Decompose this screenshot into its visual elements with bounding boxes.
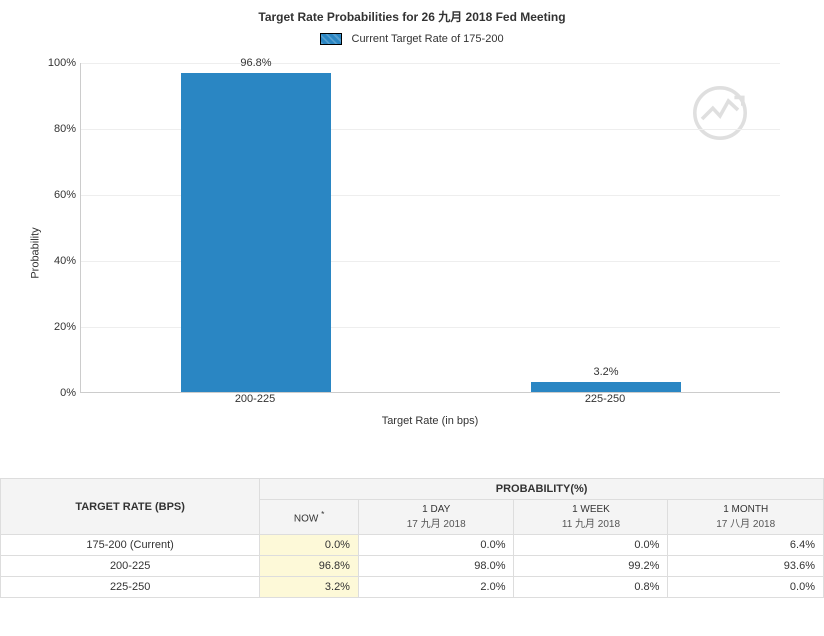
table-cell: 0.0% <box>514 535 668 556</box>
chart-plot: 0%20%40%60%80%100%96.8%3.2% <box>80 63 780 393</box>
chart-title: Target Rate Probabilities for 26 九月 2018… <box>0 0 824 29</box>
y-tick-label: 40% <box>36 255 76 267</box>
chart-area: Probability 0%20%40%60%80%100%96.8%3.2% … <box>0 53 824 453</box>
y-tick-label: 20% <box>36 321 76 333</box>
table-prob-header: PROBABILITY(%) <box>260 479 824 500</box>
table-column-header: NOW * <box>260 500 359 535</box>
table-cell: 0.0% <box>668 577 824 598</box>
table-cell: 98.0% <box>358 556 514 577</box>
legend-label: Current Target Rate of 175-200 <box>352 33 504 45</box>
x-tick-label: 225-250 <box>555 393 655 405</box>
x-axis-title: Target Rate (in bps) <box>80 415 780 427</box>
y-tick-label: 60% <box>36 189 76 201</box>
table-column-header: 1 WEEK11 九月 2018 <box>514 500 668 535</box>
table-row: 200-22596.8%98.0%99.2%93.6% <box>1 556 824 577</box>
y-tick-label: 0% <box>36 387 76 399</box>
y-tick-label: 100% <box>36 57 76 69</box>
table-row-label: 225-250 <box>1 577 260 598</box>
chart-bar: 3.2% <box>531 382 681 393</box>
table-cell: 3.2% <box>260 577 359 598</box>
chart-legend: Current Target Rate of 175-200 <box>0 29 824 53</box>
table-cell: 96.8% <box>260 556 359 577</box>
table-row-header: TARGET RATE (BPS) <box>1 479 260 535</box>
y-axis-title: Probability <box>30 227 42 278</box>
table-cell: 2.0% <box>358 577 514 598</box>
bar-value-label: 96.8% <box>181 57 331 69</box>
probability-table: TARGET RATE (BPS) PROBABILITY(%) NOW *1 … <box>0 478 824 598</box>
table-column-header: 1 MONTH17 八月 2018 <box>668 500 824 535</box>
table-cell: 0.8% <box>514 577 668 598</box>
table-cell: 0.0% <box>260 535 359 556</box>
y-tick-label: 80% <box>36 123 76 135</box>
table-column-header: 1 DAY17 九月 2018 <box>358 500 514 535</box>
table-cell: 99.2% <box>514 556 668 577</box>
x-tick-label: 200-225 <box>205 393 305 405</box>
watermark-icon <box>690 83 750 143</box>
table-row: 225-2503.2%2.0%0.8%0.0% <box>1 577 824 598</box>
table-row: 175-200 (Current)0.0%0.0%0.0%6.4% <box>1 535 824 556</box>
table-row-label: 175-200 (Current) <box>1 535 260 556</box>
chart-bar: 96.8% <box>181 73 331 392</box>
table-cell: 6.4% <box>668 535 824 556</box>
table-cell: 0.0% <box>358 535 514 556</box>
legend-swatch-icon <box>320 33 342 45</box>
table-row-label: 200-225 <box>1 556 260 577</box>
bar-value-label: 3.2% <box>531 366 681 378</box>
table-cell: 93.6% <box>668 556 824 577</box>
